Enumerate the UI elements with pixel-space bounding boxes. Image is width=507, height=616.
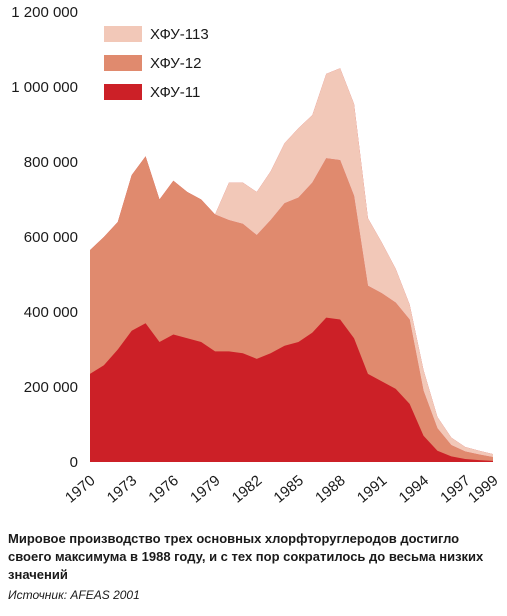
x-tick-label: 1999	[465, 472, 501, 506]
x-tick-label: 1970	[62, 472, 98, 506]
area-series-хфу-11	[90, 317, 493, 462]
x-axis-ticks: 1970 1973 1976 1979 1982 1985 1988 1991 1994 1997…	[62, 472, 501, 506]
x-tick-label: 1973	[104, 472, 140, 506]
x-tick-label: 1982	[229, 472, 265, 506]
legend-label: ХФУ-11	[150, 84, 200, 101]
chart-caption: Мировое производство трех основных хлорф…	[8, 531, 484, 582]
y-tick-label: 1 200 000	[11, 4, 78, 21]
legend-swatch	[104, 26, 142, 42]
area-series-хфу-12	[90, 156, 493, 461]
x-tick-label: 1979	[187, 472, 223, 506]
x-tick-label: 1988	[312, 472, 348, 506]
area-series-хфу-113	[90, 68, 493, 458]
x-tick-label: 1991	[354, 472, 390, 506]
x-tick-label: 1997	[437, 472, 473, 506]
y-tick-label: 0	[70, 454, 78, 471]
y-tick-label: 200 000	[24, 379, 78, 396]
legend-swatch	[104, 84, 142, 100]
y-tick-label: 1 000 000	[11, 79, 78, 96]
y-tick-label: 800 000	[24, 154, 78, 171]
source-note: Источник: AFEAS 2001	[8, 588, 140, 602]
legend-label: ХФУ-113	[150, 26, 209, 43]
area-layers	[90, 12, 493, 462]
x-tick-label: 1994	[396, 472, 432, 506]
x-tick-label: 1976	[145, 472, 181, 506]
legend: ХФУ-113 ХФУ-12 ХФУ-11	[104, 26, 209, 101]
x-tick-label: 1985	[271, 472, 307, 506]
y-tick-label: 400 000	[24, 304, 78, 321]
y-axis-ticks: 0 200 000 400 000 600 000 800 000 1 000 000 1 …	[11, 4, 78, 471]
y-tick-label: 600 000	[24, 229, 78, 246]
legend-label: ХФУ-12	[150, 55, 201, 72]
empty-region	[90, 12, 493, 455]
chart: ХФУ-113 ХФУ-12 ХФУ-11 0 200 000 400 000 600 0…	[11, 4, 501, 507]
legend-swatch	[104, 55, 142, 71]
